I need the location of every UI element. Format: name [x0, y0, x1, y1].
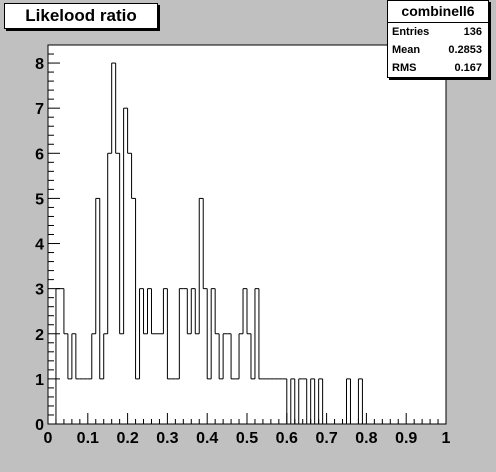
- chart-title: Likelood ratio: [4, 3, 158, 29]
- histogram-bin: [139, 288, 144, 379]
- y-tick-label: 6: [35, 146, 44, 163]
- histogram-bin: [318, 378, 323, 424]
- histogram-bin: [103, 333, 108, 379]
- stats-entries-label: Entries: [392, 26, 430, 38]
- histogram-bin: [310, 378, 315, 424]
- y-tick-label: 5: [35, 191, 44, 208]
- histogram-bin: [357, 378, 363, 424]
- y-tick-label: 3: [35, 282, 44, 299]
- histogram-bin: [135, 198, 140, 380]
- histogram-bin: [254, 288, 259, 379]
- histogram-bin: [115, 63, 120, 154]
- x-tick-label: 0.6: [276, 430, 298, 447]
- stats-row-mean: Mean 0.2853: [388, 41, 488, 59]
- histogram-bin: [67, 333, 72, 380]
- histogram-bin: [166, 288, 172, 380]
- histogram-bin: [111, 62, 116, 154]
- histogram-bin: [178, 288, 184, 379]
- x-tick-label: 0.1: [77, 430, 99, 447]
- y-tick-label: 4: [35, 237, 44, 254]
- stats-row-rms: RMS 0.167: [388, 59, 488, 77]
- stats-mean-value: 0.2853: [448, 44, 482, 56]
- y-tick-label: 1: [35, 372, 44, 389]
- histogram-bin: [298, 378, 303, 424]
- histogram-bin: [258, 288, 263, 380]
- histogram-bin: [150, 288, 156, 335]
- histogram-bin: [119, 153, 124, 335]
- histogram-bin: [250, 333, 255, 380]
- y-tick-label: 7: [35, 101, 44, 118]
- histogram-bin: [198, 197, 204, 334]
- y-tick-label: 8: [35, 56, 44, 73]
- x-tick-label: 0.2: [116, 430, 138, 447]
- stats-row-entries: Entries 136: [388, 23, 488, 41]
- histogram-bin: [246, 288, 251, 335]
- histogram-bin: [206, 288, 212, 380]
- x-tick-label: 0.9: [395, 430, 417, 447]
- x-tick-label: 0.8: [355, 430, 377, 447]
- histogram-bin: [91, 333, 96, 379]
- x-tick-label: 0: [44, 430, 53, 447]
- histogram-bin: [230, 333, 236, 380]
- stats-box: combinell6 Entries 136 Mean 0.2853 RMS 0…: [387, 0, 489, 78]
- histogram-bin: [346, 378, 351, 424]
- histogram-bin: [127, 108, 132, 154]
- histogram-bin: [99, 198, 104, 380]
- x-tick-label: 0.3: [156, 430, 178, 447]
- histogram-bin: [222, 333, 228, 379]
- y-tick-label: 0: [35, 417, 44, 434]
- x-tick-label: 0.7: [315, 430, 337, 447]
- stats-histogram-name: combinell6: [388, 1, 488, 23]
- plot-frame: [47, 44, 447, 425]
- histogram-bin: [186, 288, 192, 335]
- histogram-bin: [123, 107, 128, 334]
- histogram-bin: [75, 333, 80, 380]
- histogram-bin: [238, 333, 244, 379]
- histogram-bin: [107, 152, 112, 334]
- histogram-bin: [290, 378, 295, 424]
- histogram-bin: [242, 288, 247, 334]
- x-tick-label: 0.5: [236, 430, 258, 447]
- histogram-bin: [95, 197, 100, 334]
- histogram-bin: [147, 288, 152, 334]
- histogram-bin: [162, 288, 168, 334]
- x-tick-label: 0.4: [196, 430, 218, 447]
- stats-entries-value: 136: [463, 26, 482, 38]
- x-axis: 0 0.1 0.2 0.3 0.4 0.5 0.6 0.7 0.8 0.9 1: [44, 413, 451, 447]
- histogram-bin: [218, 333, 224, 380]
- histogram-bin: [210, 288, 216, 379]
- histogram-bin: [214, 288, 220, 335]
- x-tick-label: 1: [442, 430, 451, 447]
- histogram-bin: [71, 333, 76, 379]
- histogram-bin: [131, 153, 136, 199]
- histogram-bin: [63, 288, 68, 335]
- stats-mean-label: Mean: [392, 44, 421, 56]
- y-tick-label: 2: [35, 327, 44, 344]
- histogram-bin: [143, 288, 148, 335]
- histogram-bin: [202, 198, 208, 290]
- histogram-bin: [194, 288, 200, 335]
- stats-rms-value: 0.167: [454, 62, 482, 74]
- stats-rms-label: RMS: [392, 62, 417, 74]
- y-axis: 0 1 2 3 4 5 6 7 8: [35, 44, 60, 434]
- histogram-bin: [190, 288, 196, 334]
